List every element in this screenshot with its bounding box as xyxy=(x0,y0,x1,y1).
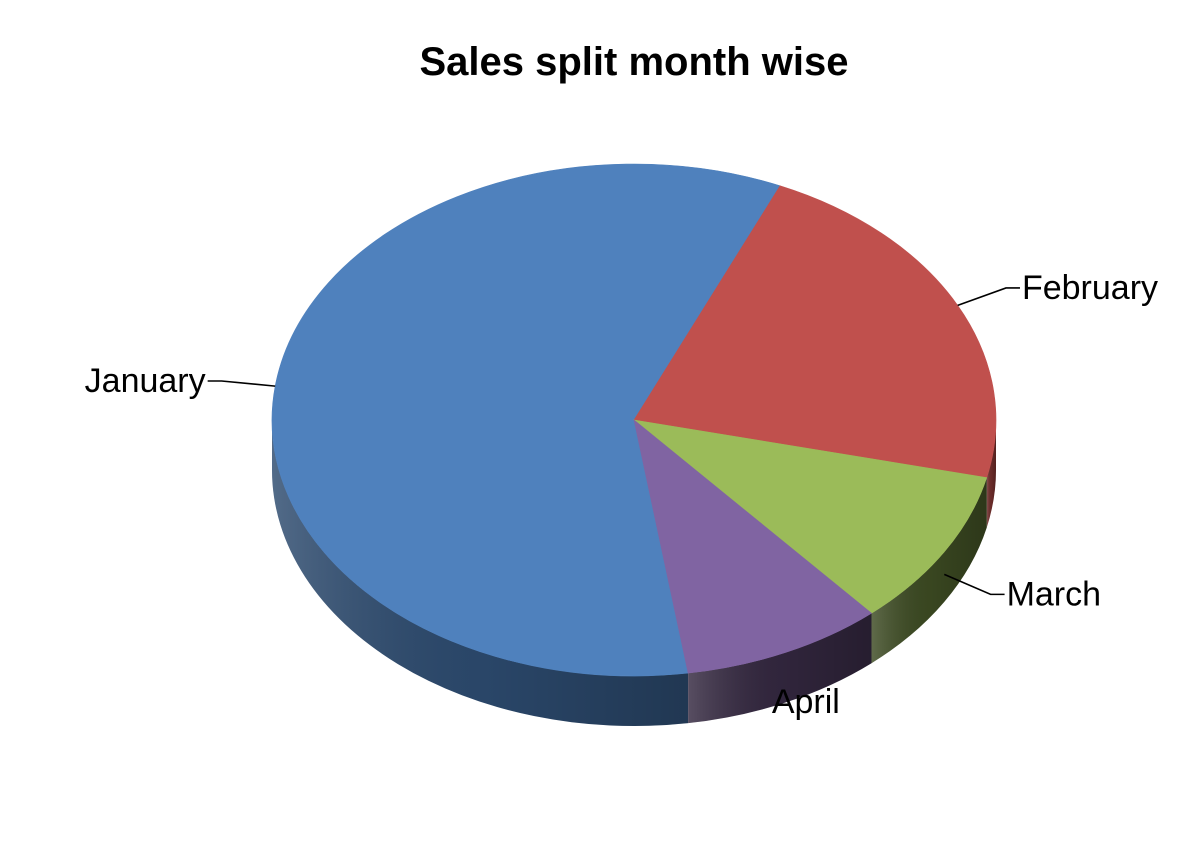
pie-slice-side-shade-february xyxy=(986,420,996,528)
pie-tops xyxy=(271,163,997,677)
pie-slice-side-shade-april xyxy=(688,613,872,724)
pie-slice-april xyxy=(633,419,873,674)
slice-label-march: March xyxy=(1007,575,1101,613)
slice-label-january: January xyxy=(85,362,206,400)
leader-line-march xyxy=(943,573,1005,596)
slice-label-february: February xyxy=(1022,269,1158,307)
leader-line-january xyxy=(207,380,276,387)
pie-slice-march xyxy=(632,419,988,614)
pie-sides xyxy=(272,420,996,726)
pie-slice-side-shade-january xyxy=(272,420,689,726)
chart-title: Sales split month wise xyxy=(419,40,848,84)
slice-label-april: April xyxy=(772,683,840,721)
pie-slice-january xyxy=(271,163,781,677)
leader-line-february xyxy=(957,287,1020,307)
pie-slice-side-shade-march xyxy=(871,477,987,664)
pie-labels: January February March April xyxy=(85,269,1158,721)
